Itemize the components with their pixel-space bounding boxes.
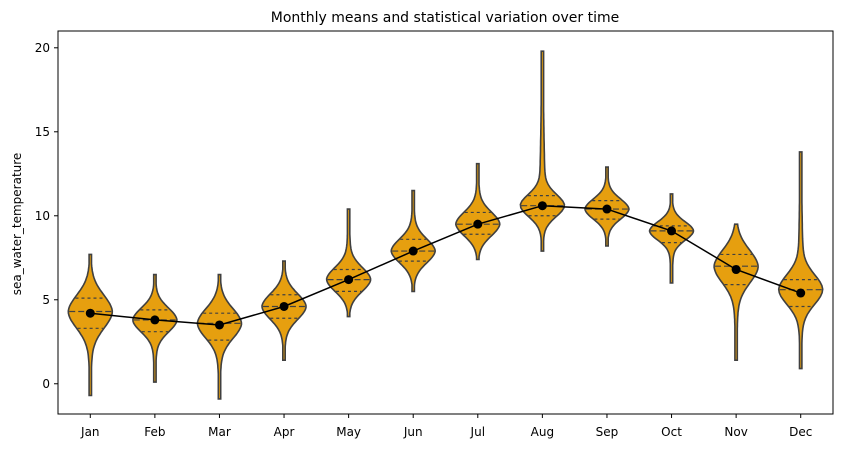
x-tick-label: Mar xyxy=(208,425,231,439)
x-tick-label: May xyxy=(336,425,361,439)
violin-feb xyxy=(132,273,178,383)
mean-marker xyxy=(214,320,224,330)
x-tick-label: Aug xyxy=(531,425,554,439)
y-tick-label: 10 xyxy=(35,209,50,223)
chart-title: Monthly means and statistical variation … xyxy=(271,10,619,26)
mean-marker xyxy=(667,226,677,236)
x-tick-label: Oct xyxy=(661,425,682,439)
x-tick-label: Jun xyxy=(403,425,423,439)
mean-marker xyxy=(85,308,95,318)
mean-marker xyxy=(537,201,547,211)
violin-dec xyxy=(777,151,824,370)
y-axis: 0 5 10 15 20 xyxy=(35,41,58,391)
violin-may xyxy=(325,208,372,318)
mean-line-group xyxy=(85,201,806,330)
violin-jun xyxy=(390,189,437,293)
violin-nov xyxy=(713,223,759,361)
x-tick-label: Apr xyxy=(274,425,295,439)
x-tick-label: Nov xyxy=(724,425,747,439)
x-tick-label: Jan xyxy=(80,425,100,439)
plot-frame xyxy=(57,30,834,415)
mean-marker xyxy=(344,275,354,285)
violin-aug xyxy=(519,50,566,252)
x-tick-label: Feb xyxy=(144,425,165,439)
violin-oct xyxy=(648,193,695,284)
plot-area xyxy=(57,30,834,415)
x-axis: Jan Feb Mar Apr May Jun Jul Aug Sep Oct Nov Dec xyxy=(80,414,812,439)
y-tick-label: 0 xyxy=(42,377,50,391)
mean-line xyxy=(90,204,801,326)
violins-group xyxy=(67,50,824,400)
mean-marker xyxy=(796,288,806,298)
mean-marker xyxy=(408,246,418,256)
y-tick-label: 15 xyxy=(35,125,50,139)
mean-marker xyxy=(150,315,160,325)
y-axis-label: sea_water_temperature xyxy=(10,153,24,296)
violin-jan xyxy=(67,253,114,397)
mean-marker xyxy=(473,219,483,229)
mean-marker xyxy=(731,265,741,275)
x-tick-label: Sep xyxy=(596,425,619,439)
mean-marker xyxy=(279,301,289,311)
violin-jul xyxy=(454,162,501,261)
y-tick-label: 20 xyxy=(35,41,50,55)
x-tick-label: Dec xyxy=(789,425,812,439)
mean-marker xyxy=(602,204,612,214)
x-tick-label: Jul xyxy=(470,425,485,439)
y-tick-label: 5 xyxy=(42,293,50,307)
violin-mar xyxy=(196,273,243,400)
